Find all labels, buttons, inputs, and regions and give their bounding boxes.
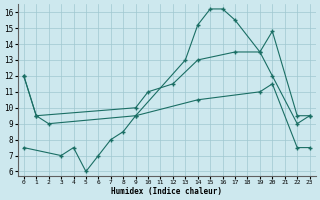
X-axis label: Humidex (Indice chaleur): Humidex (Indice chaleur) bbox=[111, 187, 222, 196]
